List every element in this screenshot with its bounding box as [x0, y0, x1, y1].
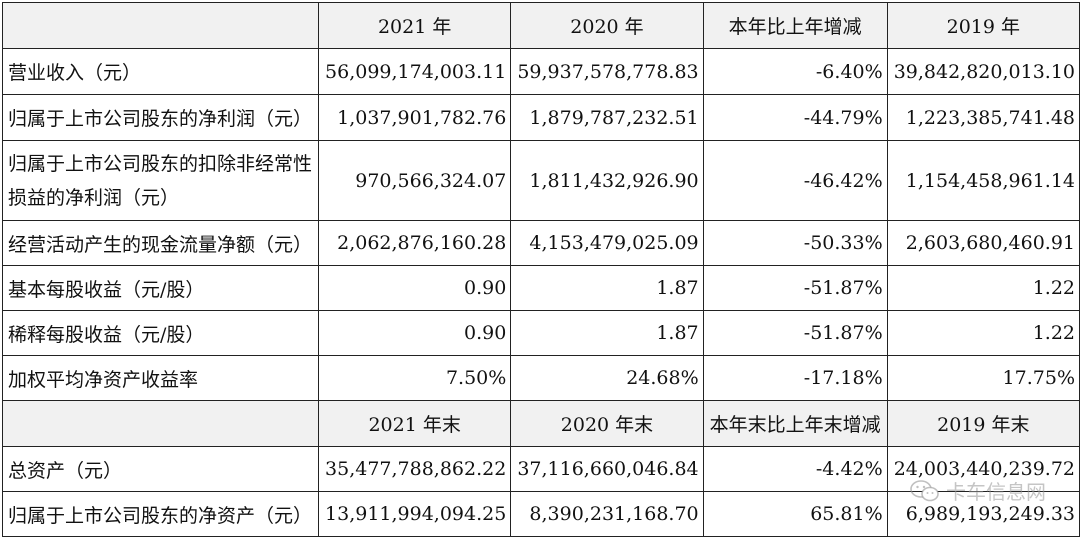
cell-change: -44.79%: [702, 94, 888, 141]
cell-2019: 17.75%: [886, 355, 1080, 401]
row-label: 归属于上市公司股东的扣除非经常性损益的净利润（元）: [1, 140, 320, 221]
cell-2020: 8,390,231,168.70: [510, 491, 704, 537]
table-subheader-row: 2021 年末 2020 年末 本年末比上年末增减 2019 年末: [1, 400, 1080, 447]
subheader-2019: 2019 年末: [886, 400, 1080, 447]
cell-change: -4.42%: [702, 446, 888, 492]
cell-change: -6.40%: [702, 48, 888, 95]
cell-2019: 24,003,440,239.72: [886, 446, 1080, 492]
row-label: 加权平均净资产收益率: [1, 355, 320, 401]
cell-2021: 7.50%: [318, 355, 512, 401]
cell-2021: 56,099,174,003.11: [318, 48, 512, 95]
cell-change: -17.18%: [702, 355, 888, 401]
table-row: 归属于上市公司股东的净资产（元） 13,911,994,094.25 8,390…: [1, 491, 1080, 537]
row-label: 基本每股收益（元/股）: [1, 265, 320, 311]
header-2019: 2019 年: [886, 2, 1080, 49]
cell-2020: 4,153,479,025.09: [510, 220, 704, 266]
cell-2021: 13,911,994,094.25: [318, 491, 512, 537]
cell-2019: 1,154,458,961.14: [886, 140, 1080, 221]
table-row: 营业收入（元） 56,099,174,003.11 59,937,578,778…: [1, 48, 1080, 95]
cell-2021: 970,566,324.07: [318, 140, 512, 221]
subheader-change: 本年末比上年末增减: [702, 400, 888, 447]
cell-change: 65.81%: [702, 491, 888, 537]
table-row: 基本每股收益（元/股） 0.90 1.87 -51.87% 1.22: [1, 265, 1080, 311]
cell-2021: 0.90: [318, 310, 512, 356]
row-label: 经营活动产生的现金流量净额（元）: [1, 220, 320, 266]
cell-change: -46.42%: [702, 140, 888, 221]
header-empty-cell: [1, 2, 320, 49]
row-label: 营业收入（元）: [1, 48, 320, 95]
table-header-row: 2021 年 2020 年 本年比上年增减 2019 年: [1, 2, 1080, 49]
cell-2020: 59,937,578,778.83: [510, 48, 704, 95]
cell-2019: 1,223,385,741.48: [886, 94, 1080, 141]
cell-2021: 35,477,788,862.22: [318, 446, 512, 492]
cell-2020: 37,116,660,046.84: [510, 446, 704, 492]
cell-change: -50.33%: [702, 220, 888, 266]
cell-2020: 1,811,432,926.90: [510, 140, 704, 221]
row-label: 归属于上市公司股东的净资产（元）: [1, 491, 320, 537]
table-row: 经营活动产生的现金流量净额（元） 2,062,876,160.28 4,153,…: [1, 220, 1080, 266]
cell-2020: 1.87: [510, 265, 704, 311]
cell-2021: 1,037,901,782.76: [318, 94, 512, 141]
cell-2019: 39,842,820,013.10: [886, 48, 1080, 95]
table-row: 归属于上市公司股东的净利润（元） 1,037,901,782.76 1,879,…: [1, 94, 1080, 141]
table-row: 归属于上市公司股东的扣除非经常性损益的净利润（元） 970,566,324.07…: [1, 140, 1080, 221]
cell-2019: 1.22: [886, 265, 1080, 311]
subheader-empty-cell: [1, 400, 320, 447]
cell-2020: 24.68%: [510, 355, 704, 401]
table-row: 稀释每股收益（元/股） 0.90 1.87 -51.87% 1.22: [1, 310, 1080, 356]
cell-2019: 2,603,680,460.91: [886, 220, 1080, 266]
subheader-2020: 2020 年末: [510, 400, 704, 447]
cell-2019: 1.22: [886, 310, 1080, 356]
row-label: 稀释每股收益（元/股）: [1, 310, 320, 356]
table-row: 总资产（元） 35,477,788,862.22 37,116,660,046.…: [1, 446, 1080, 492]
cell-change: -51.87%: [702, 265, 888, 311]
cell-change: -51.87%: [702, 310, 888, 356]
cell-2019: 6,989,193,249.33: [886, 491, 1080, 537]
header-2021: 2021 年: [318, 2, 512, 49]
subheader-2021: 2021 年末: [318, 400, 512, 447]
cell-2021: 2,062,876,160.28: [318, 220, 512, 266]
row-label: 总资产（元）: [1, 446, 320, 492]
table-row: 加权平均净资产收益率 7.50% 24.68% -17.18% 17.75%: [1, 355, 1080, 401]
header-change: 本年比上年增减: [702, 2, 888, 49]
header-2020: 2020 年: [510, 2, 704, 49]
cell-2021: 0.90: [318, 265, 512, 311]
row-label: 归属于上市公司股东的净利润（元）: [1, 94, 320, 141]
cell-2020: 1,879,787,232.51: [510, 94, 704, 141]
cell-2020: 1.87: [510, 310, 704, 356]
